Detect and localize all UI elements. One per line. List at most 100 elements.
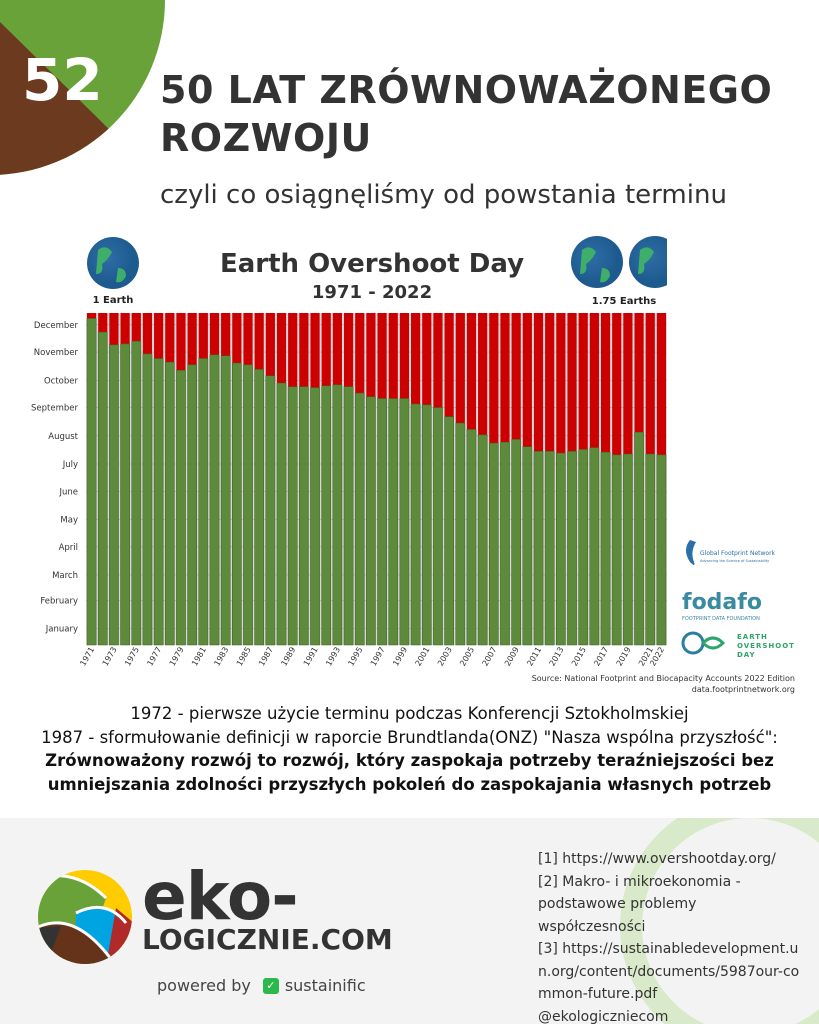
eko-logo-icon	[38, 870, 132, 964]
x-tick-label: 1999	[391, 646, 409, 668]
bar-2002	[433, 407, 443, 646]
y-tick-label: July	[62, 460, 78, 470]
bar-1983	[220, 355, 231, 646]
notes: 1972 - pierwsze użycie terminu podczas K…	[0, 702, 819, 796]
bar-2004	[455, 422, 466, 646]
plot-area: January February March April May June July Augu…	[31, 313, 667, 668]
bar-2012	[544, 451, 555, 646]
bar-2009	[511, 439, 522, 646]
reference-item: [3] https://sustainabledevelopment.un.or…	[538, 941, 800, 1002]
bar-2022	[656, 454, 667, 646]
earth-icon-partial	[629, 236, 667, 288]
bar-overshoot-1986	[254, 313, 264, 370]
bar-2014	[567, 451, 577, 646]
bar-2011	[533, 451, 544, 646]
x-tick-label: 2013	[548, 646, 566, 668]
x-tick-label: 1997	[369, 646, 387, 668]
title-line-2: ROZWOJU	[160, 116, 372, 160]
bar-1987	[265, 375, 276, 646]
bar-overshoot-1994	[343, 313, 354, 387]
bar-overshoot-1999	[399, 313, 410, 399]
chart-source-url: data.footprintnetwork.org	[692, 685, 795, 694]
earth-icon	[87, 237, 139, 289]
x-tick-label: 2015	[570, 646, 588, 668]
bar-overshoot-1979	[176, 313, 186, 371]
x-tick-label: 2017	[592, 646, 610, 668]
bar-overshoot-1987	[265, 313, 275, 376]
bar-overshoot-2005	[466, 313, 477, 430]
y-tick-label: April	[59, 543, 78, 553]
bar-overshoot-2001	[422, 313, 432, 405]
bar-overshoot-2004	[455, 313, 465, 424]
x-tick-label: 1987	[257, 646, 275, 668]
bar-2007	[488, 442, 499, 646]
bar-overshoot-2013	[556, 313, 566, 454]
title-line-1: 50 LAT ZRÓWNOWAŻONEGO	[160, 68, 773, 112]
bar-overshoot-1980	[187, 313, 197, 365]
bar-overshoot-2000	[411, 313, 421, 404]
bar-overshoot-2016	[589, 313, 599, 448]
footer: eko- LOGICZNIE.COM powered by ✓ sustaini…	[0, 818, 819, 1024]
bar-overshoot-1972	[98, 313, 108, 333]
x-tick-label: 1983	[212, 646, 230, 668]
bar-overshoot-2017	[600, 313, 611, 453]
bar-overshoot-1983	[221, 313, 231, 356]
bar-2016	[589, 447, 600, 646]
brand-name-bottom: LOGICZNIE.COM	[142, 923, 393, 956]
partner-name: sustainific	[284, 976, 366, 995]
bar-1999	[399, 398, 410, 646]
earth-icon	[571, 236, 623, 288]
bar-overshoot-1997	[377, 313, 387, 399]
bar-overshoot-1984	[232, 313, 242, 364]
bar-overshoot-1990	[299, 313, 309, 387]
bar-overshoot-1975	[131, 313, 141, 342]
bar-overshoot-2007	[489, 313, 499, 444]
y-tick-label: March	[52, 571, 78, 581]
bar-1995	[354, 392, 365, 646]
bar-1997	[377, 398, 387, 646]
bar-2001	[421, 404, 432, 646]
bar-overshoot-1989	[288, 313, 298, 387]
x-tick-label: 2011	[525, 646, 543, 668]
fodafo-logo: fodafo FOOTPRINT DATA FOUNDATION	[682, 590, 762, 622]
x-tick-label: 2019	[615, 646, 633, 668]
definition-line-2: umniejszania zdolności przyszłych pokole…	[47, 774, 772, 794]
x-tick-label: 1989	[279, 646, 297, 668]
powered-by-label: powered by	[157, 976, 251, 995]
y-tick-label: January	[45, 625, 78, 635]
brand-name-top: eko-	[142, 858, 299, 935]
bar-1986	[254, 369, 265, 646]
bar-overshoot-2009	[511, 313, 521, 440]
bar-overshoot-1998	[388, 313, 398, 399]
bar-2019	[623, 453, 633, 646]
svg-text:FOOTPRINT DATA FOUNDATION: FOOTPRINT DATA FOUNDATION	[682, 616, 760, 622]
bar-1981	[198, 358, 209, 646]
bar-1988	[276, 382, 287, 646]
page-title: 50 LAT ZRÓWNOWAŻONEGO ROZWOJU	[160, 66, 772, 162]
svg-text:DAY: DAY	[737, 651, 756, 659]
bar-overshoot-1978	[165, 313, 175, 363]
bar-overshoot-2008	[500, 313, 510, 443]
bar-overshoot-2012	[545, 313, 555, 452]
x-tick-label: 2003	[436, 646, 454, 668]
bar-1979	[176, 370, 186, 646]
x-tick-label: 1971	[78, 646, 96, 668]
svg-text:fodafo: fodafo	[682, 590, 762, 615]
svg-text:Global Footprint Network: Global Footprint Network	[700, 550, 776, 557]
bar-2000	[410, 403, 421, 646]
y-tick-label: June	[58, 487, 78, 497]
bar-1984	[232, 362, 242, 646]
reference-item: [2] Makro- i mikroekonomia - podstawowe …	[538, 873, 741, 935]
overshoot-chart: 1 Earth 1.75 Earths Earth Overshoot Day …	[31, 236, 795, 694]
bar-1993	[332, 384, 343, 646]
bar-1972	[97, 331, 108, 646]
bar-1992	[321, 385, 332, 646]
bar-2018	[611, 454, 622, 646]
bar-overshoot-1993	[332, 313, 342, 385]
bar-1975	[131, 340, 142, 646]
global-footprint-network-logo: Global Footprint Network Advancing the S…	[686, 540, 776, 565]
bar-2020	[634, 431, 644, 646]
bar-2010	[522, 446, 533, 646]
chart-subtitle: 1971 - 2022	[312, 282, 432, 303]
x-tick-label: 1985	[235, 646, 253, 668]
